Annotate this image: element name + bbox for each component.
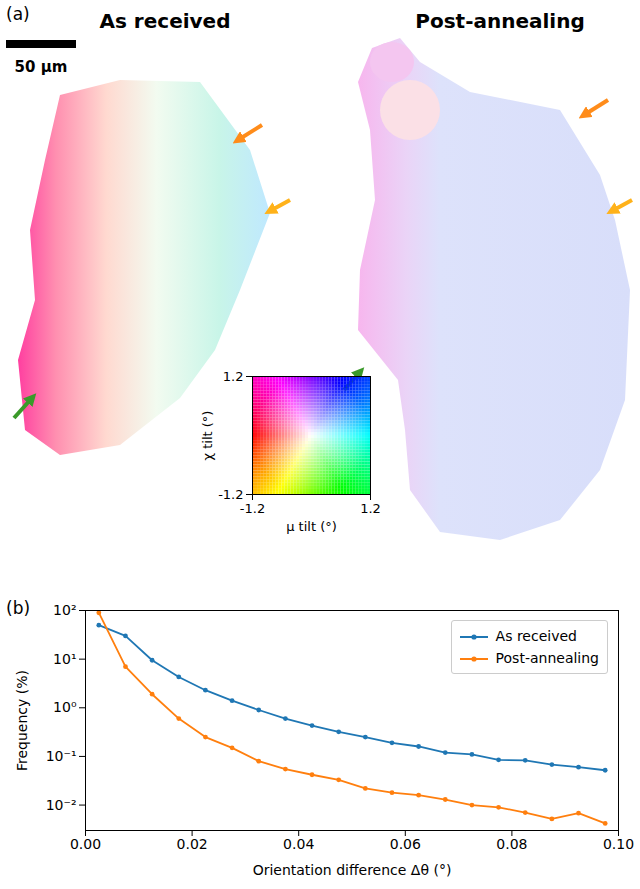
svg-text:χ tilt (°): χ tilt (°) <box>200 411 215 461</box>
svg-text:Orientation difference Δθ (°): Orientation difference Δθ (°) <box>253 862 452 878</box>
svg-text:10⁻²: 10⁻² <box>46 797 77 813</box>
svg-text:10²: 10² <box>53 602 76 618</box>
svg-text:10¹: 10¹ <box>53 651 76 667</box>
html-text:Post-annealing: Post-annealing <box>495 650 599 666</box>
svg-text:0.06: 0.06 <box>390 836 421 852</box>
svg-text:(a): (a) <box>6 4 30 24</box>
svg-text:1.2: 1.2 <box>223 369 244 384</box>
svg-text:10⁻¹: 10⁻¹ <box>46 748 77 764</box>
svg-text:As received: As received <box>100 9 231 33</box>
svg-text:Post-annealing: Post-annealing <box>415 9 584 33</box>
svg-text:0.02: 0.02 <box>177 836 208 852</box>
svg-text:0.04: 0.04 <box>283 836 314 852</box>
svg-text:0.00: 0.00 <box>70 836 101 852</box>
svg-text:-1.2: -1.2 <box>240 501 265 516</box>
html-text:(b): (b) <box>6 598 31 618</box>
svg-text:0.08: 0.08 <box>496 836 527 852</box>
svg-text:50 μm: 50 μm <box>15 58 68 76</box>
svg-text:μ tilt (°): μ tilt (°) <box>286 519 337 534</box>
html-text:As received: As received <box>495 628 577 644</box>
svg-text:10⁰: 10⁰ <box>53 699 77 715</box>
svg-text:-1.2: -1.2 <box>218 487 243 502</box>
svg-text:0.10: 0.10 <box>603 836 634 852</box>
svg-text:Frequency (%): Frequency (%) <box>14 670 30 771</box>
svg-text:1.2: 1.2 <box>360 501 381 516</box>
